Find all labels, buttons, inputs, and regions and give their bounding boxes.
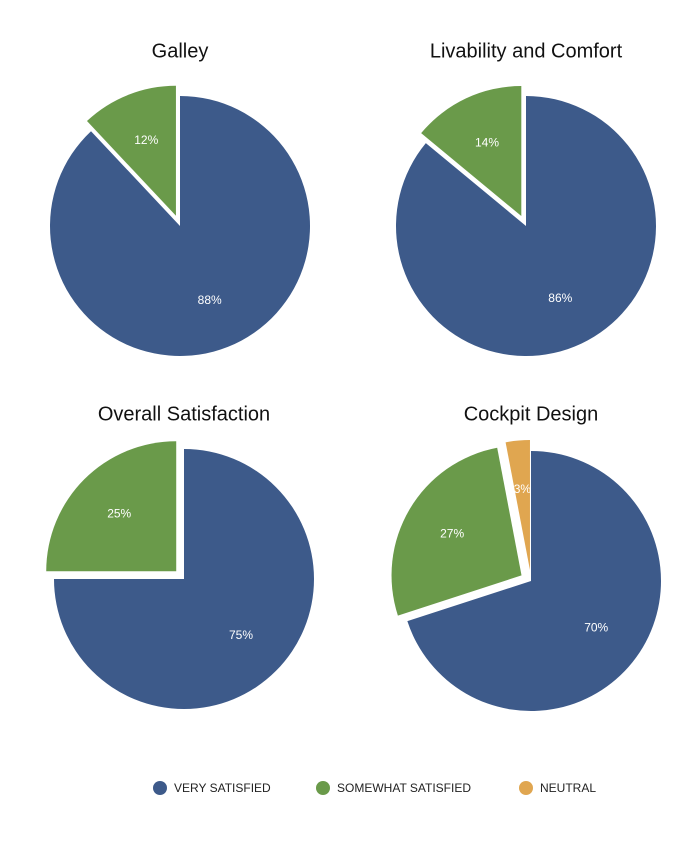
pie-slice bbox=[505, 440, 530, 571]
data-label: 14% bbox=[475, 135, 499, 149]
pie-slice bbox=[407, 451, 661, 711]
pie-slice bbox=[49, 96, 311, 357]
data-label: 25% bbox=[107, 506, 131, 520]
data-label: 86% bbox=[548, 291, 572, 305]
pie-slice bbox=[395, 96, 657, 356]
chart-title: Livability and Comfort bbox=[430, 40, 623, 62]
legend-label: VERY SATISFIED bbox=[174, 781, 271, 795]
data-label: 12% bbox=[134, 133, 158, 147]
chart-title: Cockpit Design bbox=[464, 403, 599, 425]
data-label: 3% bbox=[514, 482, 532, 496]
chart-title: Overall Satisfaction bbox=[98, 403, 270, 425]
pie-slice bbox=[421, 86, 522, 217]
data-label: 75% bbox=[229, 628, 253, 642]
legend-marker bbox=[316, 781, 330, 795]
data-label: 70% bbox=[584, 621, 608, 635]
chart-title: Galley bbox=[152, 40, 209, 62]
data-label: 88% bbox=[198, 293, 222, 307]
legend-label: SOMEWHAT SATISFIED bbox=[337, 781, 471, 795]
pie-slice bbox=[86, 85, 176, 216]
legend-marker bbox=[153, 781, 167, 795]
legend-marker bbox=[519, 781, 533, 795]
pie-slice bbox=[54, 449, 314, 709]
legend-label: NEUTRAL bbox=[540, 781, 596, 795]
pie-slice bbox=[391, 447, 522, 616]
data-label: 27% bbox=[440, 527, 464, 541]
pie-slice bbox=[46, 441, 177, 572]
